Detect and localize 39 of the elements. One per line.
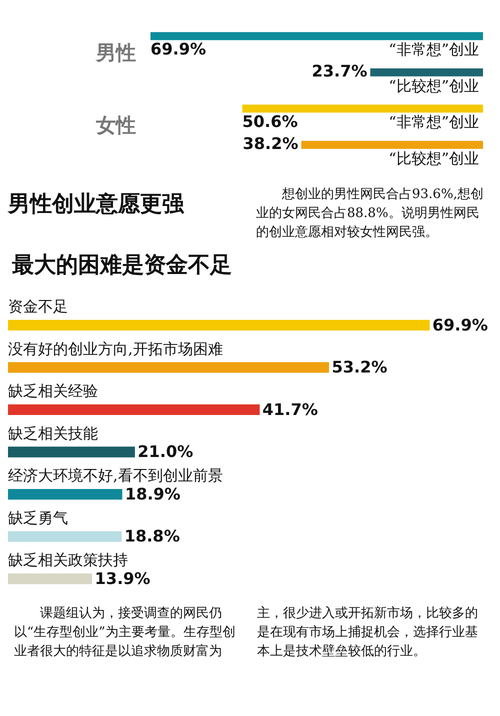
series-label: “比较想”创业 [388,149,479,168]
bar [370,68,483,76]
y-tick-label: 女性 [95,112,136,137]
text: “比较想”创业 [388,76,479,95]
y-tick-label: 缺乏相关政策扶持 [8,551,128,570]
y-tick-label: 缺乏相关经验 [8,382,98,400]
bar [301,140,483,149]
bar [8,488,122,500]
data-label: 69.9% [150,39,206,58]
bar [8,574,92,584]
data-label: 23.7% [312,62,368,81]
data-label: 21.0% [138,442,194,462]
y-tick-label: 缺乏勇气 [8,508,68,527]
text: 课题组认为，接受调查的网民仍以“生存型创业”为主要考量。生存型创业者很大的特征是以追求物质财富为主，很少进入或开拓新市场，比较多的是在现有市场上捕捉机会，选择行业基本上是技术壁垒较低的行业。 [14,606,478,659]
series-label: “非常想”创业 [388,113,479,132]
data-label: 13.9% [94,569,150,588]
data-label: 50.6% [242,112,298,131]
data-label: 69.9% [432,315,488,334]
data-label: 53.2% [332,358,388,377]
bar [150,32,483,40]
data-label: 18.9% [124,484,180,504]
data-label: 41.7% [262,400,318,419]
text: 男性创业意愿更强 [8,191,184,219]
text: “非常想”创业 [388,40,479,59]
bar [242,104,483,113]
bar [8,404,260,416]
text: 想创业的男性网民合占93.6%,想创业的女网民合占88.8%。说明男性网民的创业意愿相对较女性网民强。 [256,186,484,242]
data-label: 38.2% [242,134,298,154]
bar [8,362,330,373]
y-tick-label: 经济大环境不好,看不到创业前景 [8,466,223,485]
bar [8,320,430,330]
data-label: 18.8% [124,526,180,546]
y-tick-label: 没有好的创业方向,开拓市场困难 [8,340,223,358]
bar [8,531,122,542]
y-tick-label: 男性 [95,40,136,64]
bar [8,446,135,458]
y-tick-label: 资金不足 [8,298,68,316]
y-tick-label: 缺乏相关技能 [8,424,98,442]
chart-title: 最大的困难是资金不足 [11,252,233,280]
